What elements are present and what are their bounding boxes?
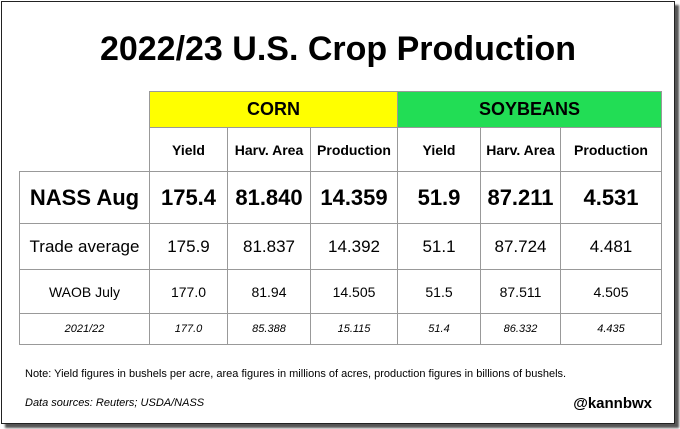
cell: 87.511 — [480, 269, 561, 314]
column-header: Harv. Area — [227, 127, 311, 172]
cell: 175.9 — [149, 223, 228, 270]
cell: 51.1 — [397, 223, 481, 270]
cell: 4.505 — [560, 269, 662, 314]
blank-cell — [20, 128, 150, 172]
cell: 87.211 — [480, 171, 561, 224]
row-label: WAOB July — [19, 269, 150, 314]
frame: 2022/23 U.S. Crop Production CORN SOYBEAN… — [1, 1, 675, 424]
cell: 14.505 — [310, 269, 398, 314]
row-label: NASS Aug — [19, 171, 150, 224]
table: CORN SOYBEANS Yield Harv. Area Production Yie… — [19, 91, 662, 345]
column-header: Production — [560, 127, 662, 172]
cell: 81.94 — [227, 269, 311, 314]
cell: 14.359 — [310, 171, 398, 224]
data-row: NASS Aug 175.4 81.840 14.359 51.9 87.211 4.531 — [19, 171, 662, 224]
cell: 51.9 — [397, 171, 481, 224]
cell: 51.4 — [397, 313, 481, 345]
cell: 177.0 — [149, 269, 228, 314]
cell: 15.115 — [310, 313, 398, 345]
cell: 87.724 — [480, 223, 561, 270]
data-row: Trade average 175.9 81.837 14.392 51.1 87.724… — [19, 223, 662, 270]
column-header: Harv. Area — [480, 127, 561, 172]
column-header: Yield — [397, 127, 481, 172]
column-header-row: Yield Harv. Area Production Yield Harv. Area… — [20, 127, 662, 172]
cell: 175.4 — [149, 171, 228, 224]
cell: 4.435 — [560, 313, 662, 345]
data-row: 2021/22 177.0 85.388 15.115 51.4 86.332 4.435 — [19, 313, 662, 345]
title: 2022/23 U.S. Crop Production — [99, 30, 577, 68]
data-row: WAOB July 177.0 81.94 14.505 51.5 87.511 4.505 — [19, 269, 662, 314]
cell: 85.388 — [227, 313, 311, 345]
note: Note: Yield figures in bushels per acre,… — [25, 368, 567, 380]
cell: 14.392 — [310, 223, 398, 270]
group-row: CORN SOYBEANS — [20, 91, 662, 128]
blank-cell — [20, 92, 150, 128]
column-header: Production — [310, 127, 398, 172]
column-header: Yield — [149, 127, 228, 172]
cell: 81.840 — [227, 171, 311, 224]
cell: 177.0 — [149, 313, 228, 345]
row-label: Trade average — [19, 223, 150, 270]
sources: Data sources: Reuters; USDA/NASS — [25, 397, 205, 409]
group-header: SOYBEANS — [397, 91, 662, 128]
handle: @kannbwx — [573, 395, 652, 412]
group-header: CORN — [149, 91, 398, 128]
cell: 51.5 — [397, 269, 481, 314]
cell: 4.531 — [560, 171, 662, 224]
row-label: 2021/22 — [19, 313, 150, 345]
cell: 86.332 — [480, 313, 561, 345]
cell: 81.837 — [227, 223, 311, 270]
cell: 4.481 — [560, 223, 662, 270]
